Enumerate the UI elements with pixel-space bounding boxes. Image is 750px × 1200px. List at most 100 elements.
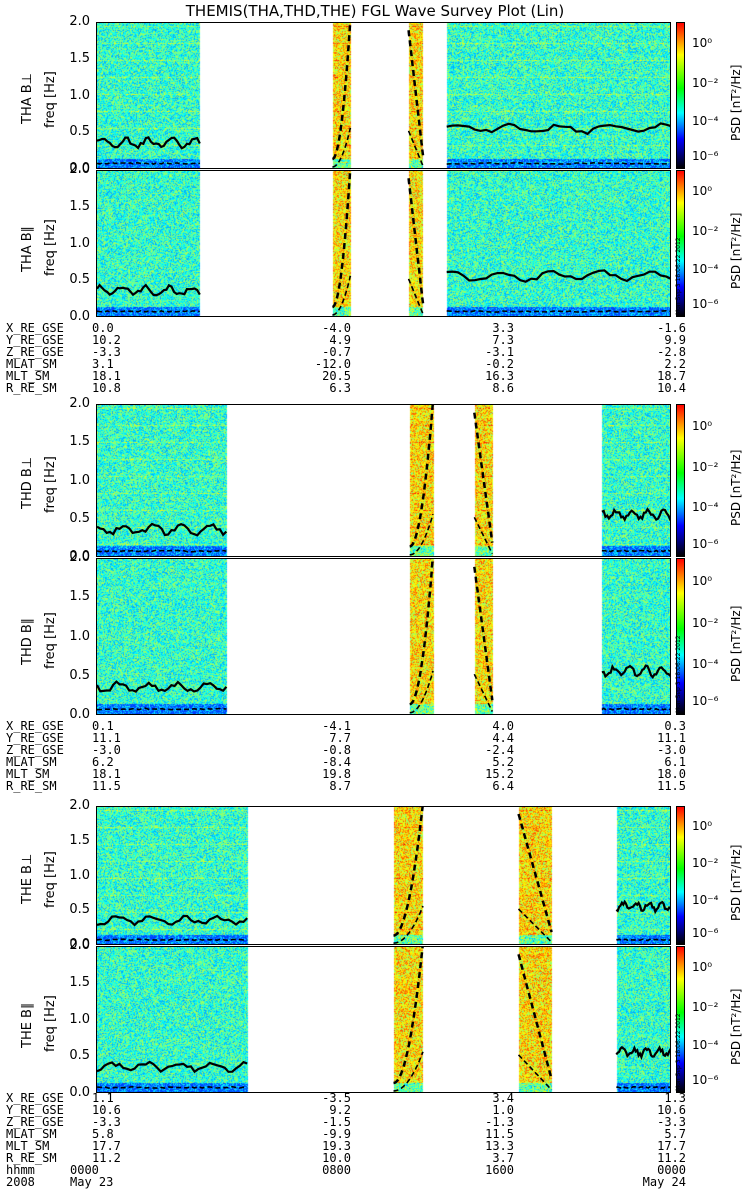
- ephemeris-value: 5.7: [664, 1127, 686, 1141]
- ephemeris-value: 0.1: [92, 719, 114, 733]
- curve-secondary: [332, 127, 352, 168]
- curve-primary: [409, 559, 434, 706]
- ephemeris-value: 17.7: [92, 1139, 121, 1153]
- ephemeris-value: -1.3: [485, 1115, 514, 1129]
- curve-secondary: [97, 1085, 248, 1089]
- ephemeris-label: R_RE_SM: [6, 779, 57, 793]
- curve-secondary: [473, 516, 494, 555]
- ephemeris-value: 0.0: [92, 321, 114, 335]
- curve-secondary: [446, 161, 670, 165]
- ephemeris-value: 0.3: [664, 719, 686, 733]
- ephemeris-row: R_RE_SM 10.8 6.3 8.6 10.4: [6, 382, 686, 394]
- curve-secondary: [97, 549, 227, 553]
- curve-primary: [97, 283, 201, 297]
- spectrogram-image: [97, 405, 670, 556]
- spectrogram-panel: [96, 558, 671, 715]
- freq-tick-label: 1.0: [69, 867, 90, 883]
- ephemeris-value: 9.2: [329, 1103, 351, 1117]
- curve-primary: [97, 522, 228, 537]
- colorbar-tick-label: 10⁻⁴: [692, 656, 719, 671]
- curve-secondary: [616, 938, 670, 942]
- freq-axis-label: freq [Hz]: [43, 850, 58, 908]
- colorbar-tick-label: 10⁰: [692, 818, 713, 833]
- curve-secondary: [517, 1054, 553, 1091]
- curve-secondary: [409, 513, 434, 556]
- colorbar-tick-label: 10⁰: [692, 184, 713, 199]
- ephemeris-label: MLT_SM: [6, 767, 50, 781]
- ephemeris-row: Y_RE_GSE 10.2 4.9 7.3 9.9: [6, 334, 686, 346]
- colorbar-tick-label: 10⁻²: [692, 460, 719, 475]
- colorbar-tick-label: 10⁻²: [692, 75, 719, 90]
- ephemeris-row: Z_RE_GSE -3.3 -1.5 -1.3 -3.3: [6, 1116, 686, 1128]
- colorbar: [676, 170, 685, 317]
- freq-tick-label: 0.0: [69, 161, 90, 176]
- ephemeris-value: 17.7: [657, 1139, 686, 1153]
- curve-primary: [97, 680, 228, 693]
- freq-tick-label: 1.0: [69, 235, 90, 251]
- curve-primary: [97, 136, 201, 150]
- ephemeris-table: X_RE_GSE 0.0 -4.0 3.3 -1.6 Y_RE_GSE 10.2 4.9 7.3…: [6, 322, 686, 394]
- colorbar-tick-label: 10⁻⁶: [692, 694, 719, 709]
- freq-tick-label: 0.5: [69, 902, 90, 918]
- curve-primary: [601, 507, 670, 523]
- colorbar-tick-label: 10⁻²: [692, 999, 719, 1014]
- curve-primary: [446, 269, 670, 283]
- ephemeris-value: -3.3: [657, 1115, 686, 1129]
- ephemeris-value: 4.4: [492, 731, 514, 745]
- ephemeris-value: 10.6: [92, 1103, 121, 1117]
- timestamp-stamp: Mon Sep 3 18:06:22 2012: [675, 1013, 682, 1091]
- freq-tick-label: 0.5: [69, 667, 90, 683]
- freq-tick-label: 1.5: [69, 50, 90, 66]
- ephemeris-label: Y_RE_GSE: [6, 1103, 64, 1117]
- ephemeris-label: Z_RE_GSE: [6, 1115, 64, 1129]
- ephemeris-value: -2.8: [657, 345, 686, 359]
- ephemeris-label: X_RE_GSE: [6, 1091, 64, 1105]
- ephemeris-table: X_RE_GSE 1.1 -3.5 3.4 1.3 Y_RE_GSE 10.6 9.2 1.0 1…: [6, 1092, 686, 1188]
- ephemeris-label: MLAT_SM: [6, 357, 57, 371]
- curve-primary: [473, 412, 494, 543]
- curve-primary: [409, 405, 434, 548]
- freq-tick-label: 1.0: [69, 1011, 90, 1027]
- ephemeris-label: MLAT_SM: [6, 1127, 57, 1141]
- freq-tick-label: 2.0: [69, 550, 90, 565]
- timestamp-stamp: Mon Sep 3 18:06:22 2012: [675, 635, 682, 713]
- freq-tick-label: 1.0: [69, 472, 90, 488]
- ephemeris-row: MLAT_SM 5.8 -9.9 11.5 5.7: [6, 1128, 686, 1140]
- ephemeris-value: 11.5: [92, 779, 121, 793]
- ephemeris-label: X_RE_GSE: [6, 321, 64, 335]
- freq-axis-label: freq [Hz]: [43, 994, 58, 1052]
- colorbar: [676, 558, 685, 715]
- ephemeris-value: May 23: [70, 1175, 114, 1189]
- ephemeris-value: 18.1: [92, 369, 121, 383]
- ephemeris-value: 19.8: [322, 767, 351, 781]
- ephemeris-value: 5.2: [492, 755, 514, 769]
- ephemeris-value: 0000: [657, 1163, 686, 1177]
- timestamp-stamp: Mon Sep 3 18:06:22 2012: [675, 237, 682, 315]
- curve-primary: [407, 178, 425, 304]
- colorbar-label: PSD [nT²/Hz]: [729, 64, 743, 141]
- ephemeris-value: 10.6: [657, 1103, 686, 1117]
- curve-primary: [517, 953, 553, 1080]
- freq-axis-label: freq [Hz]: [43, 218, 58, 276]
- ephemeris-value: -3.0: [657, 743, 686, 757]
- ephemeris-value: 3.3: [492, 321, 514, 335]
- ephemeris-value: 7.7: [329, 731, 351, 745]
- ephemeris-value: -8.4: [322, 755, 351, 769]
- ephemeris-value: 6.4: [492, 779, 514, 793]
- curve-secondary: [97, 161, 201, 165]
- spectrogram-image: [97, 23, 670, 168]
- ephemeris-value: -1.6: [657, 321, 686, 335]
- colorbar-label: PSD [nT²/Hz]: [729, 212, 743, 289]
- colorbar-tick-label: 10⁻⁶: [692, 149, 719, 164]
- curve-secondary: [393, 905, 424, 944]
- ephemeris-value: -3.1: [485, 345, 514, 359]
- ephemeris-value: 13.3: [485, 1139, 514, 1153]
- overlay-curves: [97, 559, 670, 714]
- freq-tick-label: 1.5: [69, 589, 90, 605]
- ephemeris-value: -3.3: [92, 1115, 121, 1129]
- curve-secondary: [407, 130, 424, 167]
- ephemeris-value: -4.0: [322, 321, 351, 335]
- colorbar-tick-label: 10⁰: [692, 960, 713, 975]
- spectrogram-panel: [96, 22, 671, 169]
- colorbar-tick-label: 10⁻⁴: [692, 261, 719, 276]
